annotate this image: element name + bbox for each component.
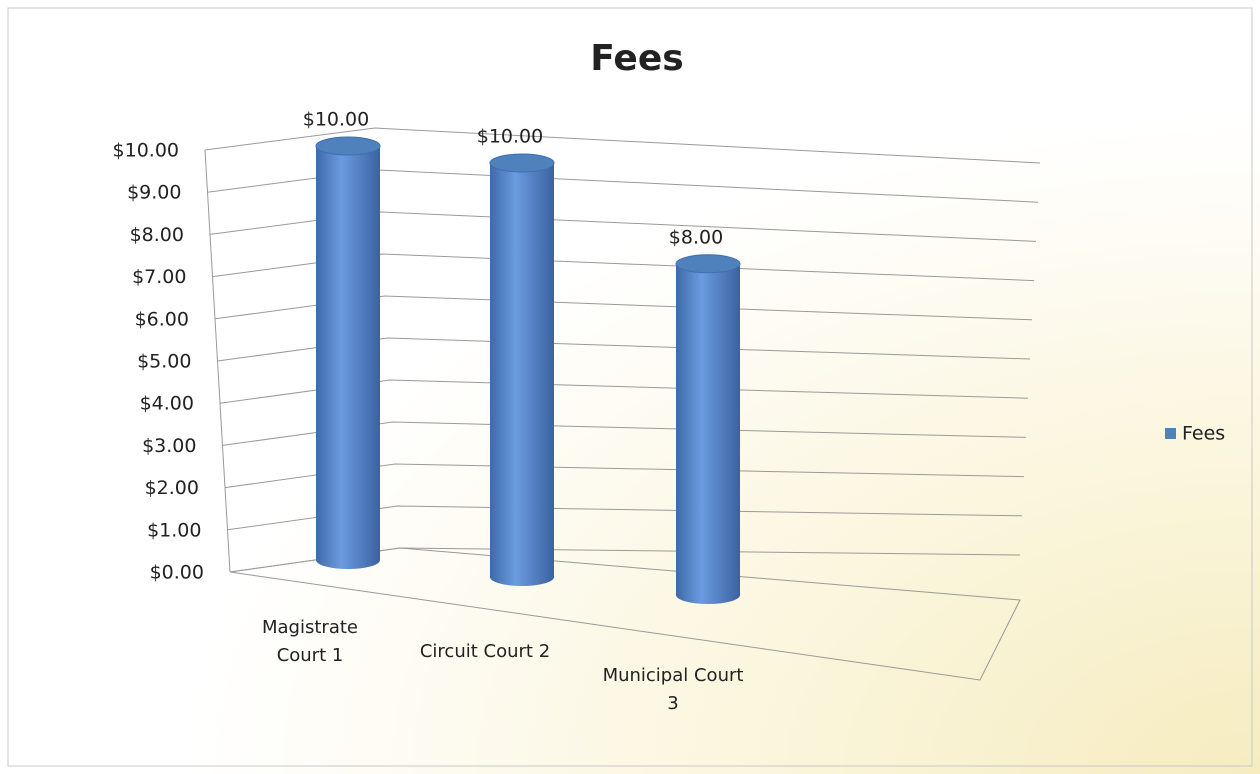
grid-line bbox=[212, 253, 1035, 282]
y-tick-label: $6.00 bbox=[135, 308, 189, 330]
y-tick-label: $4.00 bbox=[140, 393, 194, 415]
data-label: $10.00 bbox=[477, 126, 543, 148]
x-tick-label: Magistrate Court 1 bbox=[262, 617, 358, 666]
bar bbox=[490, 163, 554, 586]
y-tick-label: $10.00 bbox=[113, 140, 179, 162]
grid-line bbox=[229, 547, 1021, 573]
grid-line bbox=[219, 379, 1029, 404]
bar-top bbox=[675, 254, 741, 274]
bar bbox=[676, 263, 740, 604]
grid-line bbox=[217, 337, 1031, 362]
data-label: $10.00 bbox=[303, 109, 369, 131]
chart-border bbox=[7, 7, 1253, 767]
data-label: $8.00 bbox=[669, 226, 723, 248]
y-axis bbox=[204, 149, 231, 573]
y-tick-label: $1.00 bbox=[147, 519, 201, 541]
chart-title: Fees bbox=[590, 38, 683, 79]
grid-line bbox=[222, 421, 1027, 446]
x-tick-label: Municipal Court 3 bbox=[602, 665, 744, 714]
bar bbox=[316, 146, 380, 569]
y-tick-label: $2.00 bbox=[145, 477, 199, 499]
bar-top bbox=[315, 136, 381, 156]
legend-label: Fees bbox=[1182, 423, 1225, 445]
grid-line bbox=[227, 505, 1023, 531]
bar-top bbox=[489, 153, 555, 173]
y-tick-label: $5.00 bbox=[137, 351, 191, 373]
grid-line bbox=[214, 295, 1033, 321]
y-tick-label: $8.00 bbox=[130, 224, 184, 246]
y-tick-label: $0.00 bbox=[150, 562, 204, 584]
x-tick-label: Circuit Court 2 bbox=[419, 641, 551, 662]
legend-swatch bbox=[1165, 428, 1176, 439]
y-tick-label: $3.00 bbox=[142, 435, 196, 457]
y-tick-label: $9.00 bbox=[127, 182, 181, 204]
grid-line bbox=[204, 127, 1041, 164]
grid-line bbox=[224, 463, 1025, 489]
y-tick-label: $7.00 bbox=[132, 266, 186, 288]
